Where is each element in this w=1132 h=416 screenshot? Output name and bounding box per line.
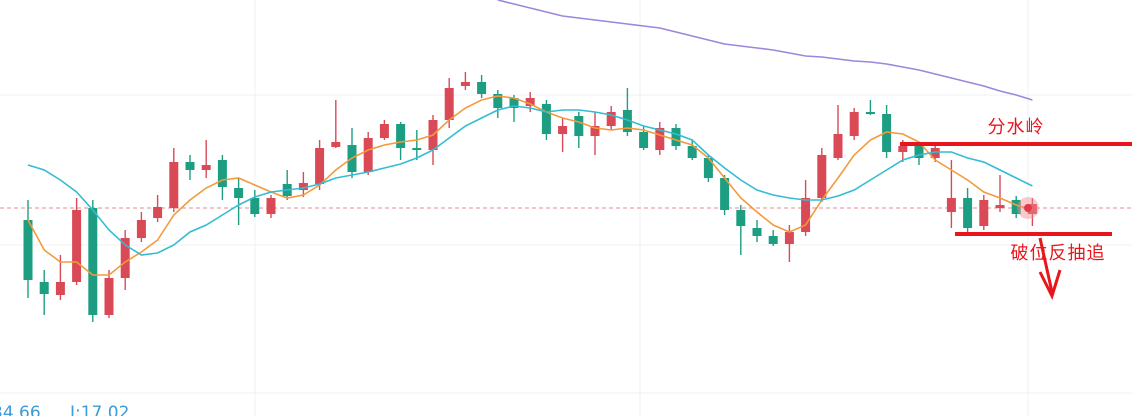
candle-body [331,142,341,147]
candle-body [363,138,373,172]
candle-body [963,198,973,228]
candle-body [801,198,811,232]
candle-body [736,210,746,226]
candle-body [201,165,211,170]
candle-body [703,158,713,178]
candle-body [412,148,422,150]
candle-body [39,282,49,294]
candle-body [1011,200,1021,214]
candle-body [23,220,33,280]
annotation-drawing [900,142,1132,301]
candle-body [898,146,908,152]
candle-body [979,200,989,226]
candle-body [298,183,308,190]
annotation: 分水岭 [988,117,1045,138]
annotation: 破位反抽追 [1011,243,1106,264]
moving-average-line [27,95,1033,276]
candle-body [250,198,260,214]
moving-average-line [27,105,1033,256]
candle-body [1027,204,1037,214]
candle-body [315,148,325,184]
candle-body [946,198,956,212]
candle-body [833,134,843,158]
candle-body [493,94,503,108]
candle-body [784,232,794,244]
candle-body [104,278,114,315]
indicator-label: J:17.02 [69,403,129,416]
candle-body [768,236,778,244]
candle-body [88,208,98,315]
candle-body [396,124,406,148]
candle-body [590,126,600,136]
candle-body [849,112,859,136]
candle-body [169,162,179,208]
candle-body [574,116,584,136]
candle-body [817,155,827,198]
candle-body [995,205,1005,208]
candle-body [55,282,65,295]
candle-body [930,148,940,158]
candle-body [671,128,681,146]
candle-body [720,178,730,210]
candle-body [558,126,568,134]
candle-body [153,207,163,218]
candle-body [687,146,697,158]
candle-body [460,82,470,86]
candle-body [444,88,454,120]
candle-body [882,114,892,152]
arrow-shaft [1038,237,1054,293]
candle-body [477,82,487,94]
candle-body [525,98,535,106]
candle-body [120,238,130,278]
candle-body [541,104,551,134]
candle-body [266,198,276,214]
candle-body [509,98,519,108]
candle-body [234,188,244,198]
arrow-head [1038,269,1062,301]
candle-body [655,128,665,150]
candle-body [217,160,227,187]
candle-body [752,228,762,236]
candle-body [622,110,632,132]
candle-body [865,112,875,114]
moving-average-line [497,0,1033,101]
candle-body [606,112,616,126]
candle-body [379,124,389,138]
indicator-label: 34.66 [0,403,41,416]
candle-body [72,210,82,282]
candle-body [914,146,924,158]
price-dot [1024,204,1032,212]
candle-body [136,220,146,238]
plot [0,0,1132,322]
candle-body [185,162,195,170]
candle-body [639,132,649,148]
